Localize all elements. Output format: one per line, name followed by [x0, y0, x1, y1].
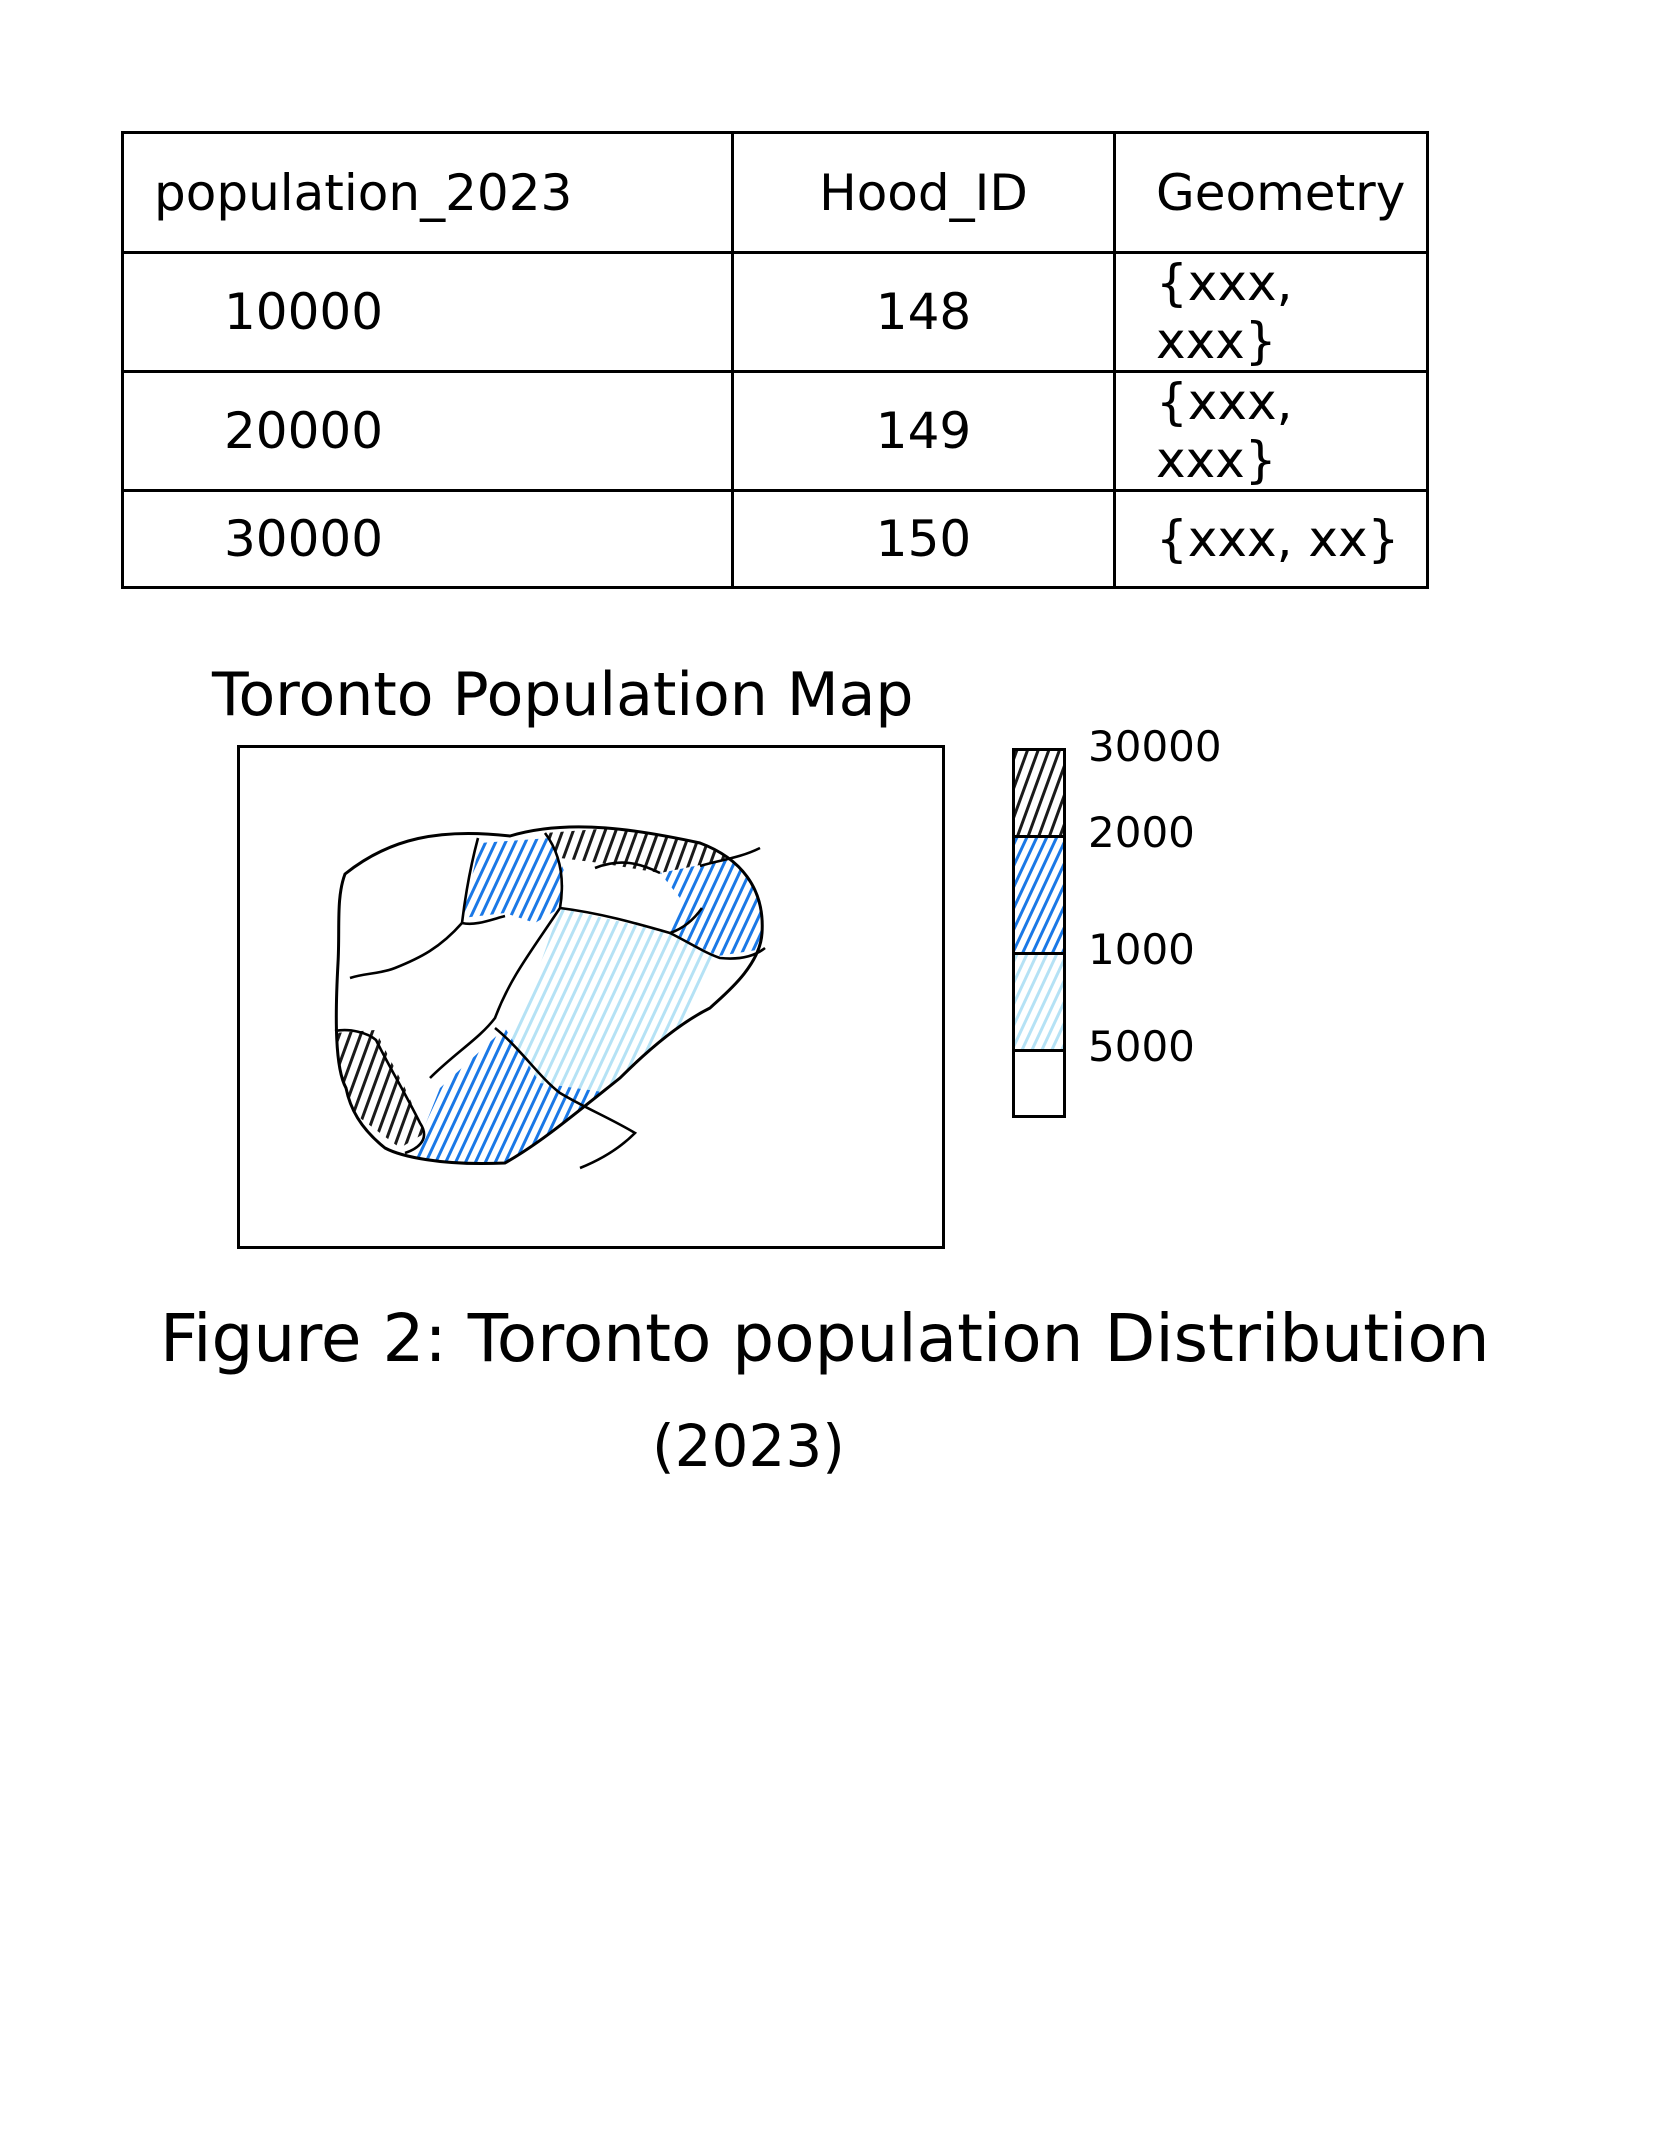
legend-label-2000: 2000 [1088, 808, 1195, 857]
column-header-population: population_2023 [121, 131, 734, 254]
column-header-hood-id: Hood_ID [731, 131, 1116, 254]
legend-label-1000: 1000 [1088, 925, 1195, 974]
cell-geometry: {xxx, xxx} [1113, 370, 1429, 492]
cell-population: 30000 [121, 489, 734, 589]
toronto-choropleth-map [334, 825, 766, 1170]
cell-geometry: {xxx, xx} [1113, 489, 1429, 589]
figure-caption-year: (2023) [652, 1412, 845, 1480]
cell-population: 20000 [121, 370, 734, 492]
column-header-geometry: Geometry [1113, 131, 1429, 254]
boundary-line [429, 832, 564, 1079]
map-title: Toronto Population Map [212, 660, 914, 730]
map-regions [336, 826, 763, 1164]
map-frame [237, 745, 945, 1249]
table-row: 30000 150 {xxx, xx} [121, 489, 1429, 589]
population-table: population_2023 Hood_ID Geometry 10000 1… [121, 131, 1429, 589]
table-row: 10000 148 {xxx, xxx} [121, 251, 1429, 373]
table-row: 20000 149 {xxx, xxx} [121, 370, 1429, 492]
cell-population: 10000 [121, 251, 734, 373]
region-dark-west [336, 1030, 425, 1148]
legend-class-blue [1012, 835, 1066, 955]
legend-swatch-dark [1015, 751, 1063, 835]
legend-swatch-blue [1015, 838, 1063, 952]
cell-hood-id: 148 [731, 251, 1116, 373]
cell-hood-id: 149 [731, 370, 1116, 492]
boundary-line [494, 1026, 638, 1170]
figure-caption: Figure 2: Toronto population Distributio… [160, 1300, 1490, 1377]
boundary-line [334, 1028, 426, 1155]
map-legend [1012, 748, 1070, 1118]
legend-label-5000: 5000 [1088, 1022, 1195, 1071]
neighbourhood-boundaries [334, 832, 766, 1170]
legend-label-30000: 30000 [1088, 722, 1222, 771]
legend-swatch-light-blue [1015, 955, 1063, 1049]
cell-geometry: {xxx, xxx} [1113, 251, 1429, 373]
region-blue-north [462, 838, 565, 923]
legend-class-light-blue [1012, 952, 1066, 1052]
cell-hood-id: 150 [731, 489, 1116, 589]
boundary-line [349, 922, 463, 980]
boundary-line [594, 861, 661, 875]
city-boundary [334, 825, 764, 1165]
boundary-line [559, 906, 704, 935]
legend-class-none [1012, 1049, 1066, 1118]
boundary-line [460, 837, 506, 926]
table-header-row: population_2023 Hood_ID Geometry [121, 131, 1429, 254]
boundary-line [699, 846, 761, 868]
region-blue-east [660, 858, 763, 956]
boundary-line [669, 931, 766, 960]
legend-class-dark [1012, 748, 1066, 838]
